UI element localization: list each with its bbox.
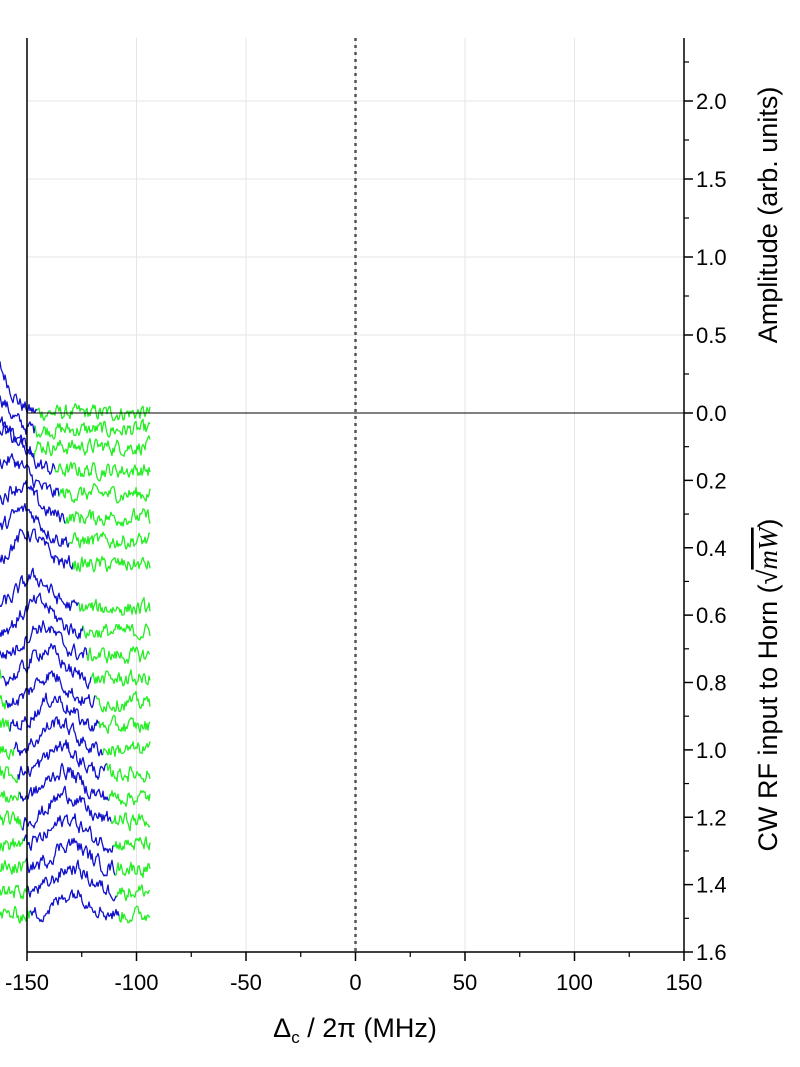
feature-trace-segment [0, 453, 60, 498]
feature-trace-segment [0, 567, 80, 612]
background-trace-segment [34, 418, 151, 440]
background-trace-segment [68, 531, 151, 550]
background-trace-segment [108, 790, 151, 807]
amplitude-axis-title: Amplitude (arb. units) [753, 87, 783, 344]
background-trace-segment [0, 765, 19, 784]
right-axis-ticks: 0.0 0.5 1.0 1.5 2.0 0.2 0.4 0.6 0.8 1.0 1.2 1.4 1.6 [684, 61, 727, 965]
feature-trace-segment [19, 762, 110, 802]
rf-input-axis-title-radicand: mW [753, 525, 783, 569]
feature-trace-segment [0, 620, 88, 661]
background-trace-segment [98, 714, 151, 734]
rf-input-axis-title-suffix: ) [753, 519, 783, 528]
background-trace-segment [112, 836, 151, 851]
rf-input-axis-title-sqrt: √ [753, 569, 783, 584]
feature-trace-segment [0, 480, 66, 524]
background-trace-segment [0, 745, 15, 761]
feature-trace-segment [21, 785, 112, 831]
amplitude-tick-label: 0.0 [696, 401, 727, 426]
feature-trace-segment [5, 670, 96, 709]
background-trace-segment [110, 812, 151, 832]
feature-trace-segment [0, 528, 74, 570]
x-tick-label: 0 [349, 970, 361, 995]
feature-trace-segment [17, 739, 108, 780]
amplitude-tick-label: 1.5 [696, 167, 727, 192]
background-trace-segment [102, 741, 151, 758]
feature-trace-segment [23, 813, 114, 854]
x-tick-label: 100 [556, 970, 593, 995]
reference-line-layer [27, 38, 684, 952]
feature-trace-segment [29, 889, 120, 923]
x-axis-title: Δc / 2π (MHz) [273, 1013, 437, 1047]
feature-trace-segment [1, 643, 92, 690]
background-trace-segment [116, 884, 151, 902]
x-axis-ticks: -150 -100 -50 0 50 100 150 [5, 952, 702, 995]
rf-input-axis-title-prefix: CW RF input to Horn ( [753, 584, 783, 851]
background-trace-segment [90, 669, 151, 687]
rf-input-tick-label: 0.4 [696, 536, 727, 561]
background-trace-segment [0, 884, 29, 900]
amplitude-tick-label: 0.5 [696, 323, 727, 348]
feature-trace-segment [0, 421, 56, 475]
x-axis-title-subscript: c [291, 1028, 300, 1047]
background-trace-segment [0, 810, 23, 830]
amplitude-tick-label: 2.0 [696, 89, 727, 114]
feature-trace-segment [0, 395, 36, 435]
feature-trace-segment [0, 416, 34, 458]
background-trace-segment [0, 717, 11, 732]
rf-input-tick-label: 1.2 [696, 805, 727, 830]
rf-input-tick-label: 1.0 [696, 738, 727, 763]
background-trace-segment [0, 790, 21, 803]
amplitude-tick-label: 1.0 [696, 245, 727, 270]
background-trace-segment [94, 690, 151, 713]
feature-trace-segment [13, 716, 104, 757]
x-tick-label: 150 [666, 970, 703, 995]
background-trace-segment [115, 861, 151, 878]
background-trace-segment [54, 461, 151, 482]
x-tick-label: 50 [453, 970, 477, 995]
background-trace-segment [0, 859, 27, 875]
feature-trace-segment [9, 692, 100, 732]
background-trace-segment [118, 905, 151, 924]
background-trace-segment [0, 837, 25, 852]
x-axis-title-rest: / 2π (MHz) [300, 1013, 437, 1043]
feature-trace-segment [0, 361, 38, 414]
background-trace-segment [0, 694, 7, 710]
background-trace-segment [72, 555, 151, 573]
x-tick-label: -100 [114, 970, 158, 995]
feature-trace-segment [0, 502, 70, 548]
background-trace-segment [86, 646, 151, 664]
rf-input-tick-label: 0.6 [696, 603, 727, 628]
x-axis-title-symbol: Δ [273, 1013, 291, 1043]
background-trace-segment [58, 482, 151, 504]
feature-trace-segment [25, 837, 116, 877]
background-trace-segment [78, 597, 151, 616]
background-trace-segment [0, 905, 31, 924]
rf-input-tick-label: 0.2 [696, 468, 727, 493]
x-tick-label: -150 [5, 970, 49, 995]
x-tick-label: -50 [230, 970, 262, 995]
background-trace-segment [82, 623, 151, 641]
background-trace-segment [106, 763, 151, 783]
trace-layer [0, 361, 151, 924]
rf-input-tick-label: 1.4 [696, 873, 727, 898]
rf-input-tick-label: 0.8 [696, 671, 727, 696]
feature-trace-segment [0, 592, 84, 640]
background-trace-segment [32, 435, 151, 459]
background-trace-segment [64, 507, 151, 527]
rf-input-axis-title: CW RF input to Horn (√mW) [753, 519, 783, 852]
feature-trace-segment [27, 859, 118, 902]
rf-input-tick-label: 1.6 [696, 940, 727, 965]
